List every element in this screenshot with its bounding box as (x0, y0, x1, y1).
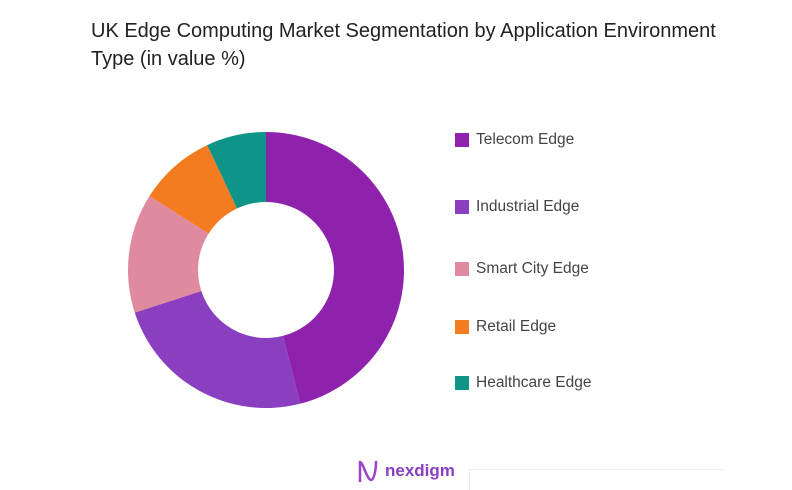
legend-swatch (455, 200, 469, 214)
legend-label: Telecom Edge (476, 131, 575, 148)
legend-swatch (455, 133, 469, 147)
legend-item: Industrial Edge (455, 198, 579, 216)
legend-item: Smart City Edge (455, 260, 589, 278)
logo-text: nexdigm (385, 461, 455, 480)
legend-label: Healthcare Edge (476, 374, 592, 391)
legend-swatch (455, 320, 469, 334)
legend-label: Industrial Edge (476, 198, 580, 215)
legend-swatch (455, 262, 469, 276)
legend-label: Retail Edge (476, 318, 557, 335)
slice-industrial-edge (134, 291, 301, 409)
legend-item: Retail Edge (455, 318, 556, 336)
legend-swatch (455, 376, 469, 390)
legend-item: Healthcare Edge (455, 374, 591, 392)
legend-item: Telecom Edge (455, 131, 574, 149)
slice-smart-city-edge (128, 196, 209, 313)
logo-wave-icon (358, 460, 378, 482)
chart-title: UK Edge Computing Market Segmentation by… (91, 20, 716, 70)
nexdigm-logo: nexdigm (357, 458, 455, 484)
slice-retail-edge (149, 145, 238, 234)
slice-healthcare-edge (207, 132, 266, 209)
legend-label: Smart City Edge (476, 260, 589, 277)
slice-telecom-edge (266, 132, 405, 404)
divider (469, 469, 724, 490)
